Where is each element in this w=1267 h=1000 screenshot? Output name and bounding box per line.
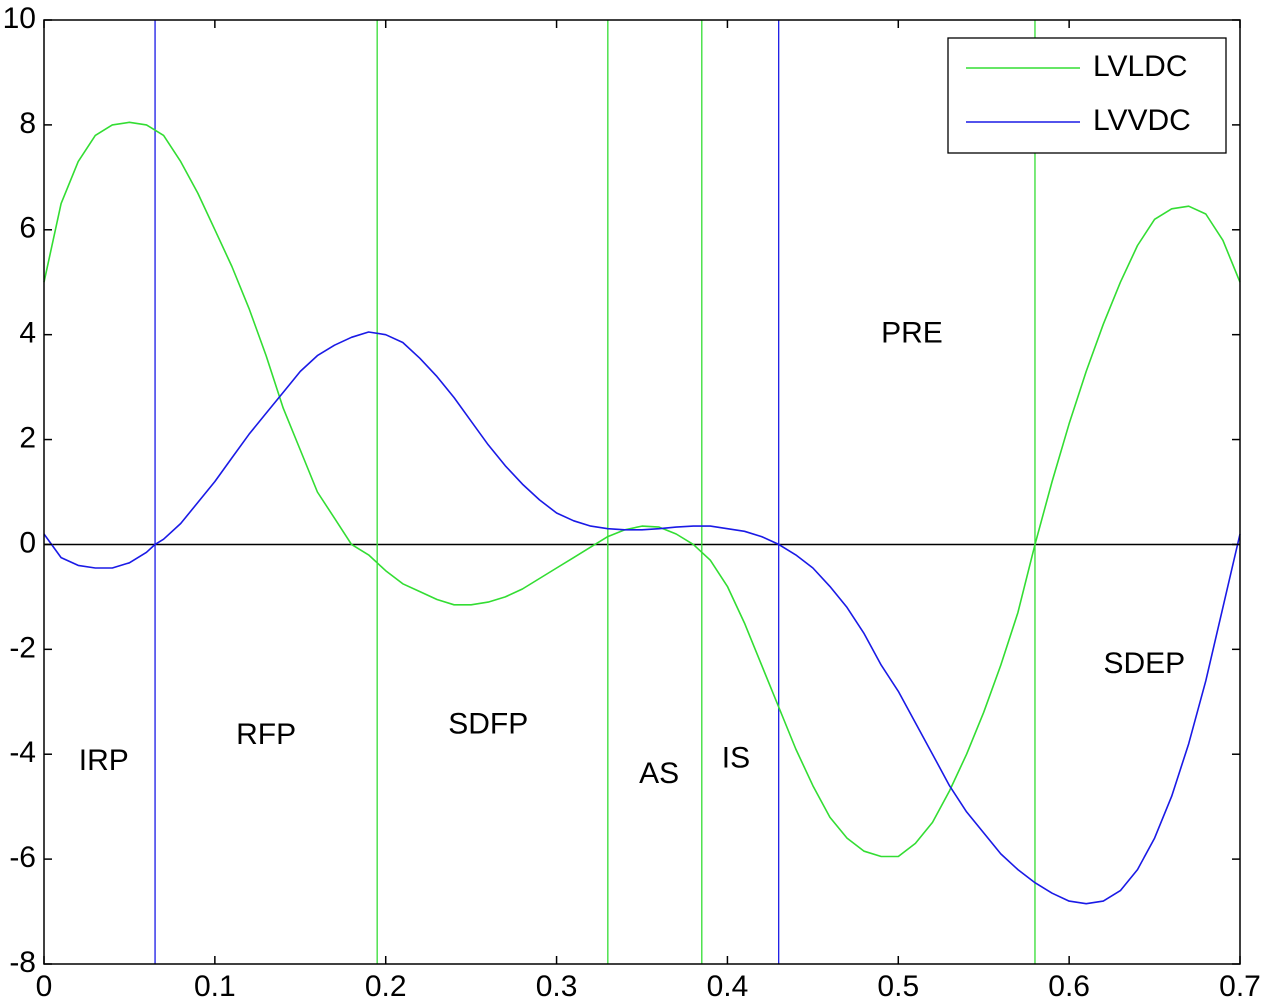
legend-label-lvvdc: LVVDC	[1093, 104, 1191, 137]
y-tick-label: -8	[9, 946, 36, 979]
x-tick-label: 0	[36, 970, 53, 1000]
x-tick-label: 0.2	[365, 970, 407, 1000]
x-tick-label: 0.4	[707, 970, 749, 1000]
y-tick-label: 6	[19, 212, 36, 245]
x-tick-label: 0.3	[536, 970, 578, 1000]
x-axis-ticks: 0 0.1 0.2 0.3 0.4 0.5 0.6 0.7	[36, 20, 1261, 1000]
phase-label-sdep: SDEP	[1103, 647, 1185, 680]
x-tick-label: 0.7	[1219, 970, 1261, 1000]
series-line-lvvdc	[43, 331, 1241, 905]
phase-label-as: AS	[639, 757, 679, 790]
phase-label-irp: IRP	[79, 744, 129, 777]
vertical-phase-markers	[154, 20, 1036, 964]
x-tick-label: 0.5	[877, 970, 919, 1000]
legend: LVLDC LVVDC	[947, 37, 1227, 154]
y-tick-label: -6	[9, 841, 36, 874]
legend-box	[947, 37, 1227, 154]
phase-label-sdfp: SDFP	[448, 707, 528, 740]
phase-label-pre: PRE	[881, 317, 943, 350]
y-axis-ticks: -8 -6 -4 -2 0 2 4 6 8 10	[3, 2, 1240, 979]
chart-plot: IRP RFP SDFP AS IS PRE SDEP	[43, 20, 1241, 964]
y-tick-label: 0	[19, 526, 36, 559]
y-tick-label: 10	[3, 2, 36, 35]
plot-frame	[43, 19, 1241, 965]
legend-label-lvldc: LVLDC	[1093, 50, 1187, 83]
phase-label-rfp: RFP	[236, 718, 296, 751]
y-tick-label: -4	[9, 736, 36, 769]
axes: 0 0.1 0.2 0.3 0.4 0.5 0.6 0.7 -8 -6 -4 -2 0 2 4 6 8 10	[3, 2, 1261, 1000]
series-line-lvldc	[43, 121, 1241, 858]
y-tick-label: -2	[9, 631, 36, 664]
x-tick-label: 0.1	[194, 970, 236, 1000]
y-tick-label: 2	[19, 421, 36, 454]
x-tick-label: 0.6	[1048, 970, 1090, 1000]
phase-labels: IRP RFP SDFP AS IS PRE SDEP	[79, 317, 1185, 791]
y-tick-label: 4	[19, 317, 36, 350]
series-group	[43, 121, 1241, 905]
phase-label-is: IS	[722, 741, 750, 774]
y-tick-label: 8	[19, 107, 36, 140]
